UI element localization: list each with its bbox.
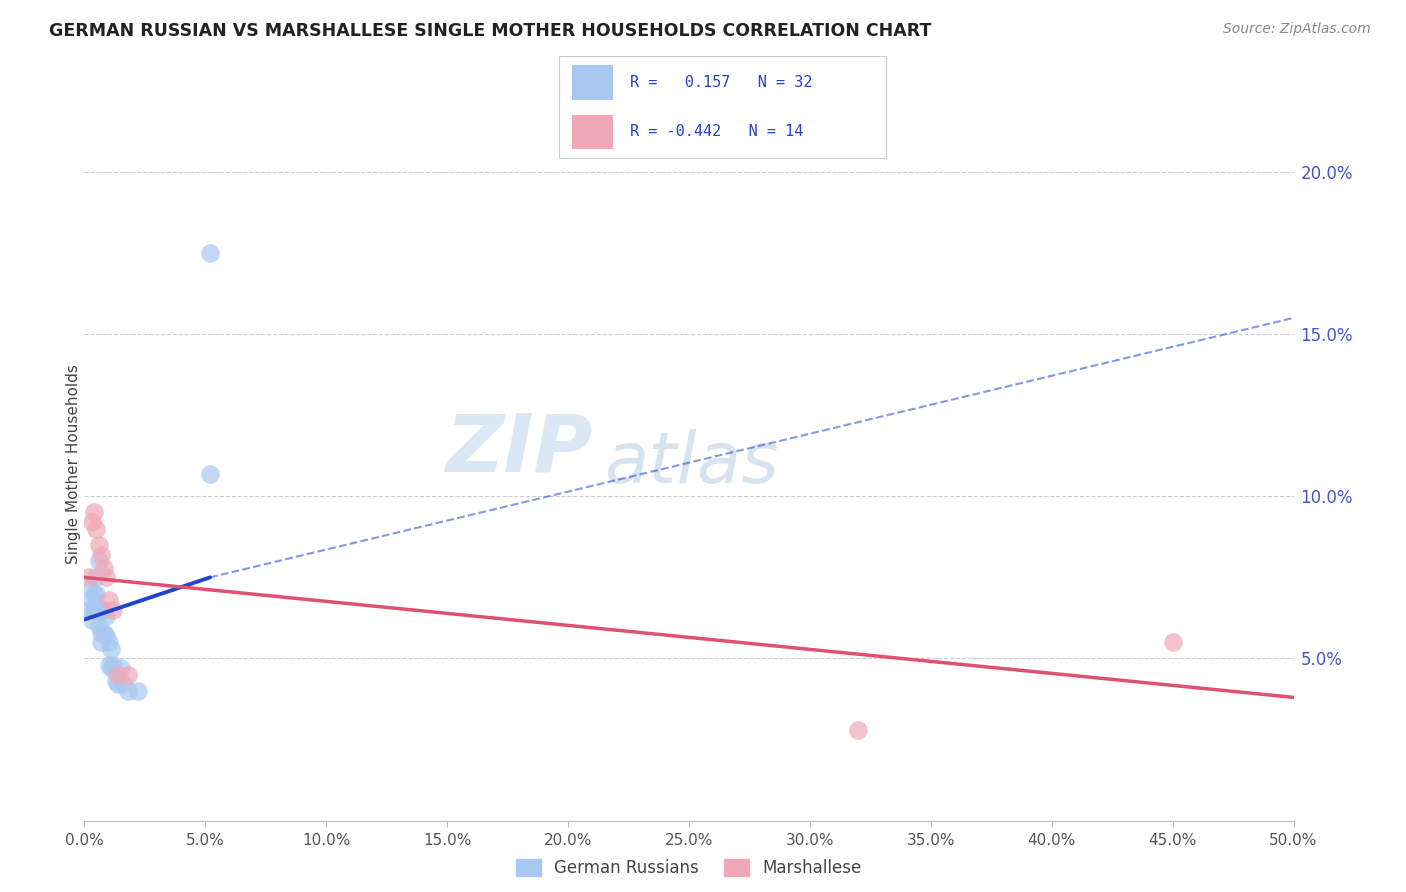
Text: atlas: atlas xyxy=(605,429,779,499)
Legend: German Russians, Marshallese: German Russians, Marshallese xyxy=(509,852,869,884)
Point xyxy=(110,661,132,675)
Point xyxy=(83,603,105,617)
Point xyxy=(107,677,129,691)
Point xyxy=(87,554,110,568)
Point xyxy=(94,629,117,643)
Point xyxy=(198,467,221,481)
Text: ZIP: ZIP xyxy=(444,410,592,489)
Point xyxy=(117,684,139,698)
FancyBboxPatch shape xyxy=(572,114,613,149)
Point xyxy=(103,603,125,617)
Point xyxy=(80,613,103,627)
Text: Source: ZipAtlas.com: Source: ZipAtlas.com xyxy=(1223,22,1371,37)
Point xyxy=(86,603,108,617)
Point xyxy=(94,570,117,584)
Point xyxy=(104,674,127,689)
Point xyxy=(100,661,122,675)
Y-axis label: Single Mother Households: Single Mother Households xyxy=(66,364,80,564)
Point xyxy=(77,603,100,617)
Point xyxy=(100,641,122,656)
Point xyxy=(94,609,117,624)
Point xyxy=(93,560,115,574)
Point xyxy=(127,684,149,698)
Point xyxy=(97,593,120,607)
Point xyxy=(83,506,105,520)
Point xyxy=(90,635,112,649)
Text: R =   0.157   N = 32: R = 0.157 N = 32 xyxy=(630,75,813,90)
Point xyxy=(80,593,103,607)
Point xyxy=(90,548,112,562)
Point xyxy=(77,580,100,594)
Point xyxy=(83,586,105,600)
Point xyxy=(86,522,108,536)
FancyBboxPatch shape xyxy=(572,65,613,100)
Point xyxy=(86,586,108,600)
Point xyxy=(93,603,115,617)
Text: R = -0.442   N = 14: R = -0.442 N = 14 xyxy=(630,124,803,139)
Point xyxy=(80,515,103,529)
Point xyxy=(77,570,100,584)
Point xyxy=(87,603,110,617)
Point xyxy=(107,667,129,681)
Point xyxy=(90,603,112,617)
Point xyxy=(90,625,112,640)
Point xyxy=(198,246,221,260)
Point xyxy=(97,657,120,672)
Point xyxy=(103,657,125,672)
Point xyxy=(93,625,115,640)
Point xyxy=(112,677,135,691)
Point xyxy=(87,619,110,633)
Text: GERMAN RUSSIAN VS MARSHALLESE SINGLE MOTHER HOUSEHOLDS CORRELATION CHART: GERMAN RUSSIAN VS MARSHALLESE SINGLE MOT… xyxy=(49,22,932,40)
Point xyxy=(86,570,108,584)
Point xyxy=(117,667,139,681)
Point xyxy=(846,723,869,737)
Point xyxy=(1161,635,1184,649)
Point xyxy=(97,635,120,649)
Point xyxy=(87,538,110,552)
